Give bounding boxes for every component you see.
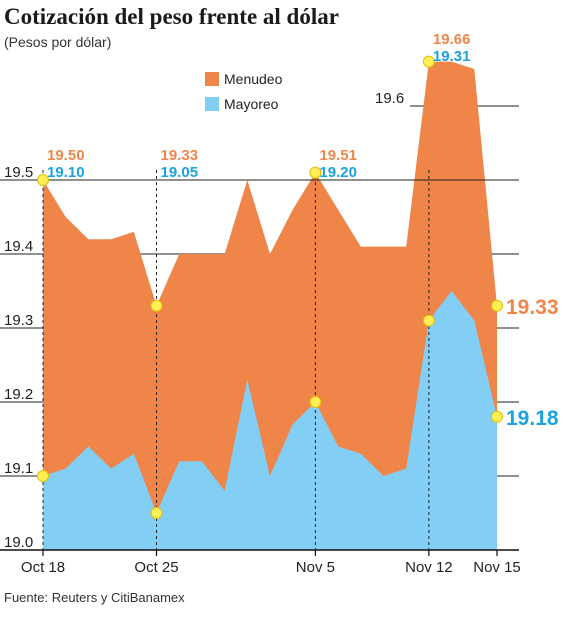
menudeo-area [43,61,497,550]
legend: Menudeo Mayoreo [205,71,283,112]
legend-label: Mayoreo [224,96,279,112]
menudeo-point [491,299,503,312]
menudeo-data-label: 19.66 [433,31,471,48]
mayoreo-point [309,396,322,408]
legend-swatch [205,97,219,111]
grid-lines-over [0,179,519,477]
mayoreo-point [150,507,163,519]
y-tick-label: 19.6 [375,90,404,107]
mayoreo-data-label: 19.05 [161,164,199,181]
x-tick-label: Oct 25 [134,559,178,576]
menudeo-point [37,174,49,186]
y-tick-labels: 19.0 19.1 19.2 19.3 19.4 19.5 19.6 [4,90,404,551]
mayoreo-data-label: 19.10 [47,164,85,181]
menudeo-point [422,55,435,68]
x-tick-label: Nov 5 [296,559,335,576]
chart-subtitle: (Pesos por dólar) [4,34,112,50]
menudeo-point [309,166,322,179]
highlights: 19.5019.1019.3319.0519.5119.2019.6619.31… [37,31,559,550]
mayoreo-data-label: 19.18 [506,407,559,430]
x-tick-label: Nov 12 [405,559,453,576]
menudeo-data-label: 19.33 [506,296,559,319]
y-tick-label: 19.3 [4,312,33,329]
mayoreo-data-label: 19.20 [319,164,357,181]
menudeo-data-label: 19.50 [47,147,85,164]
chart-title: Cotización del peso frente al dólar [4,4,339,29]
y-tick-label: 19.0 [4,534,33,551]
mayoreo-data-label: 19.31 [433,48,471,65]
mayoreo-point [422,314,435,327]
menudeo-data-label: 19.51 [319,147,357,164]
legend-label: Menudeo [224,71,283,87]
mayoreo-point [37,470,49,482]
mayoreo-point [491,410,503,423]
mayoreo-area [43,291,497,550]
menudeo-point [150,299,163,312]
x-tick-labels: Oct 18 Oct 25 Nov 5 Nov 12 Nov 15 [21,550,521,576]
x-tick-label: Oct 18 [21,559,65,576]
y-tick-label: 19.2 [4,386,33,403]
x-tick-label: Nov 15 [473,559,521,576]
y-tick-label: 19.5 [4,164,33,181]
legend-swatch [205,72,219,86]
y-tick-label: 19.4 [4,238,33,255]
y-tick-label: 19.1 [4,460,33,477]
chart-source: Fuente: Reuters y CitiBanamex [4,590,185,605]
menudeo-data-label: 19.33 [161,147,199,164]
